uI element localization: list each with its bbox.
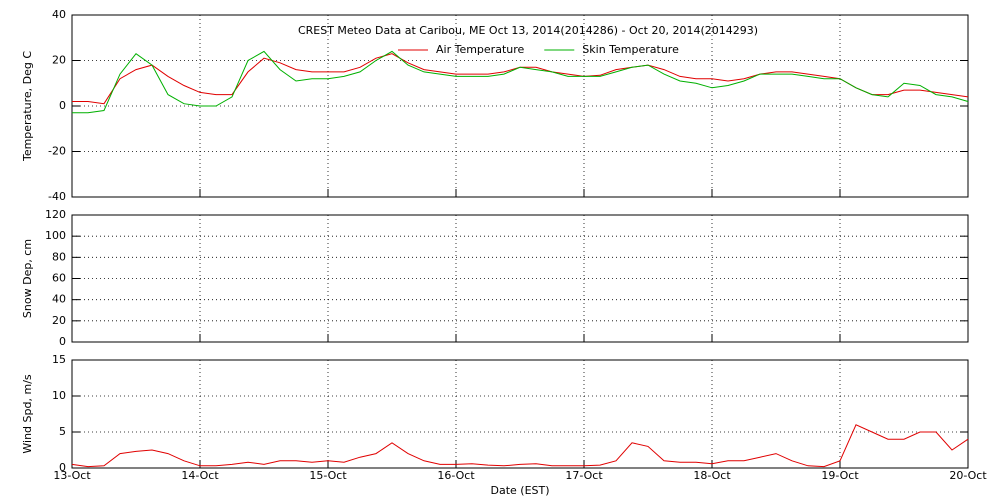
x-tick-label: 14-Oct <box>181 469 219 482</box>
x-tick-label: 18-Oct <box>693 469 731 482</box>
data-line <box>71 424 969 468</box>
y-tick-label: 60 <box>52 272 66 285</box>
x-tick-label: 15-Oct <box>309 469 347 482</box>
plot-frame <box>71 14 969 198</box>
x-tick-label: 13-Oct <box>53 469 91 482</box>
plot-frame <box>71 214 969 343</box>
y-axis-label: Wind Spd, m/s <box>21 374 34 454</box>
y-tick-label: 0 <box>59 461 66 474</box>
x-tick-label: 20-Oct <box>949 469 987 482</box>
y-tick-label: 40 <box>52 293 66 306</box>
x-tick-label: 16-Oct <box>437 469 475 482</box>
legend-label: Skin Temperature <box>582 43 679 56</box>
y-tick-label: 20 <box>52 54 66 67</box>
y-tick-label: 120 <box>45 208 66 221</box>
y-axis-label: Snow Dep, cm <box>21 239 34 318</box>
y-axis-label: Temperature, Deg C <box>21 51 34 162</box>
legend-label: Air Temperature <box>436 43 525 56</box>
y-tick-label: 10 <box>52 389 66 402</box>
chart-title: CREST Meteo Data at Caribou, ME Oct 13, … <box>298 24 758 37</box>
y-tick-label: 0 <box>59 335 66 348</box>
y-tick-label: 80 <box>52 250 66 263</box>
x-tick-label: 17-Oct <box>565 469 603 482</box>
y-tick-label: 100 <box>45 229 66 242</box>
y-tick-label: 0 <box>59 99 66 112</box>
x-axis-label: Date (EST) <box>490 484 549 497</box>
y-tick-label: 5 <box>59 425 66 438</box>
y-tick-label: 40 <box>52 8 66 21</box>
plot-frame <box>71 359 969 469</box>
y-tick-label: -20 <box>48 145 66 158</box>
x-tick-label: 19-Oct <box>821 469 859 482</box>
data-line <box>72 50 969 114</box>
y-tick-label: 15 <box>52 353 66 366</box>
y-tick-label: 20 <box>52 314 66 327</box>
y-tick-label: -40 <box>48 190 66 203</box>
